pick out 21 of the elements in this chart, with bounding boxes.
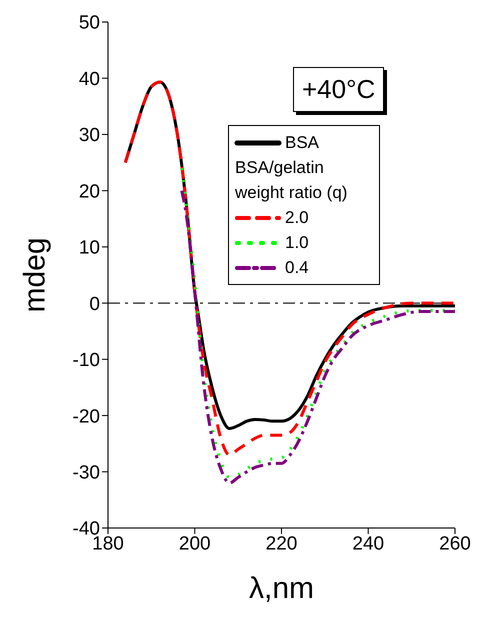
y-tick-label: -30 [72, 462, 100, 484]
y-tick-label: -10 [72, 350, 100, 372]
legend-label: 0.4 [285, 258, 309, 278]
y-tick-label: 20 [78, 181, 100, 202]
legend-title: BSA/gelatin weight ratio (q) [234, 157, 348, 204]
y-tick-label: 50 [78, 12, 100, 34]
x-tick-label: 260 [439, 533, 471, 554]
annotation: +40°C [293, 67, 384, 112]
x-tick-label: 240 [352, 533, 384, 554]
x-tick-label: 220 [266, 533, 298, 554]
y-axis-title: mdeg [18, 237, 52, 313]
y-tick-label: 0 [89, 294, 100, 315]
x-axis-title: λ,nm [248, 572, 314, 605]
legend-label: 2.0 [285, 208, 309, 228]
y-tick-label: 30 [78, 125, 100, 146]
y-tick-label: 10 [78, 238, 100, 259]
y-tick-label: -20 [72, 406, 100, 428]
legend-label: 1.0 [285, 232, 309, 252]
y-tick-label: 40 [78, 68, 100, 90]
legend-label: BSA [285, 132, 320, 152]
x-tick-label: 200 [178, 533, 211, 554]
